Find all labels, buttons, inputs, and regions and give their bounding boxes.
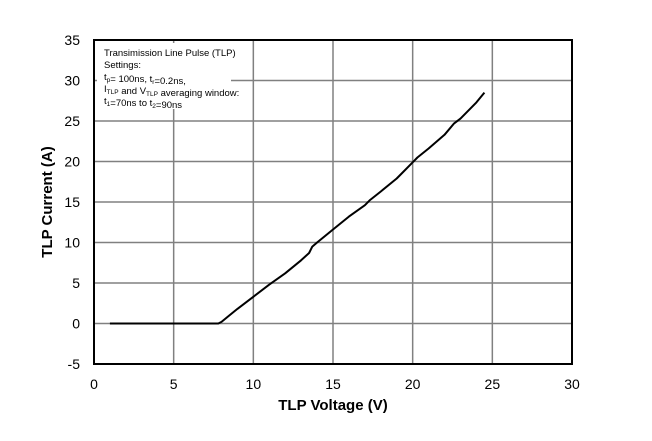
x-tick-label: 20 [405, 376, 421, 392]
annotation-line-4: ITLP and VTLP averaging window: [104, 84, 239, 99]
x-tick-label: 5 [170, 376, 178, 392]
annotation-line-2: Settings: [104, 60, 141, 71]
annotation-line-3: tp= 100ns, tr=0.2ns, [104, 72, 186, 87]
annotation-line-5: t1=70ns to t2=90ns [104, 96, 182, 111]
x-tick-label: 30 [564, 376, 580, 392]
series-group [109, 91, 486, 325]
annotation-line-1: Transimission Line Pulse (TLP) [104, 48, 236, 59]
x-tick-labels: 0 5 10 15 20 25 30 [90, 376, 580, 392]
x-tick-label: 10 [246, 376, 262, 392]
y-tick-label: 5 [72, 275, 80, 291]
settings-annotation: Transimission Line Pulse (TLP) Settings:… [97, 43, 239, 111]
x-axis-title: TLP Voltage (V) [278, 397, 387, 414]
x-tick-label: 25 [485, 376, 501, 392]
y-tick-label: -5 [68, 356, 81, 372]
y-tick-label: 15 [64, 194, 80, 210]
series-line [109, 91, 486, 325]
x-tick-label: 0 [90, 376, 98, 392]
y-axis-title: TLP Current (A) [39, 146, 56, 257]
y-tick-labels: -5 0 5 10 15 20 25 30 35 [64, 32, 80, 372]
y-tick-label: 20 [64, 154, 80, 170]
x-tick-label: 15 [325, 376, 341, 392]
y-tick-label: 30 [64, 73, 80, 89]
grid [94, 40, 572, 364]
y-tick-label: 25 [64, 113, 80, 129]
plot-border [93, 39, 573, 365]
annotation-background [97, 43, 231, 109]
y-tick-label: 0 [72, 316, 80, 332]
y-tick-label: 10 [64, 235, 80, 251]
y-tick-label: 35 [64, 32, 80, 48]
